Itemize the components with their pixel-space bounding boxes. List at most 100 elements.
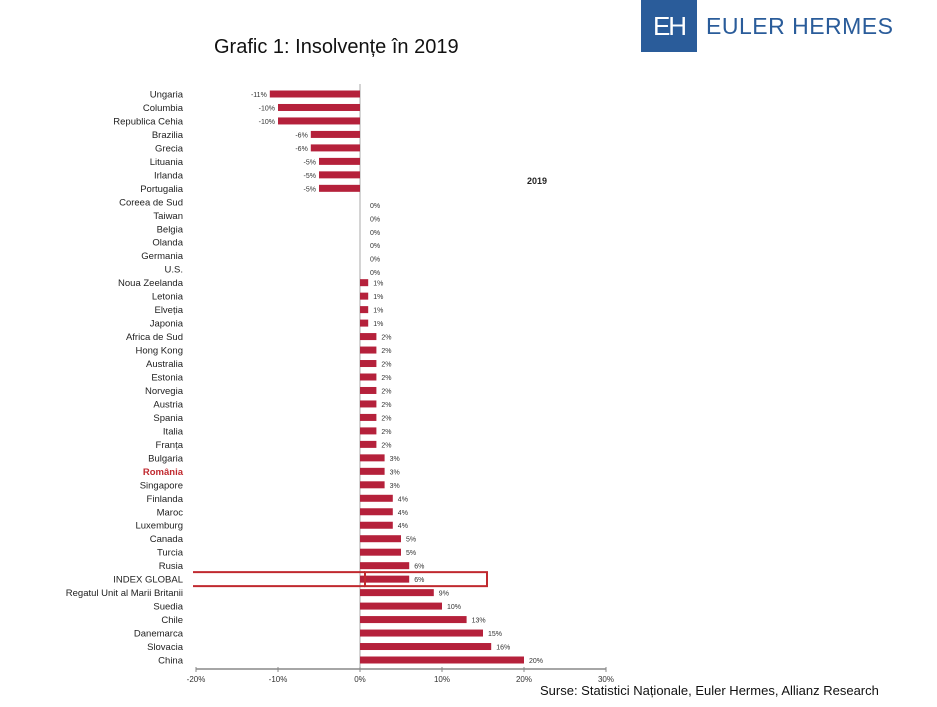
category-label: Turcia	[157, 548, 184, 559]
category-label: Rusia	[159, 561, 184, 572]
bar	[360, 602, 442, 610]
data-label: -6%	[295, 146, 307, 153]
bar	[319, 171, 360, 179]
category-label: Luxemburg	[135, 521, 183, 532]
data-label: 3%	[390, 456, 400, 463]
bar	[360, 548, 401, 556]
category-label: Estonia	[151, 373, 183, 384]
data-label: 6%	[414, 564, 424, 571]
category-label: Elveția	[154, 305, 183, 316]
data-label: 20%	[529, 658, 543, 665]
bar	[360, 373, 377, 381]
data-label: 2%	[381, 388, 391, 395]
bar	[319, 157, 360, 165]
data-label: -6%	[295, 132, 307, 139]
category-label: Ungaria	[150, 90, 184, 101]
x-tick-label: 10%	[434, 675, 450, 684]
bar	[360, 589, 434, 597]
category-label: Germania	[141, 251, 183, 262]
bar	[360, 427, 377, 435]
data-label: 2%	[381, 442, 391, 449]
category-label: China	[158, 656, 184, 667]
data-label: 2%	[381, 415, 391, 422]
category-label: INDEX GLOBAL	[113, 575, 183, 586]
data-label: 9%	[439, 591, 449, 598]
bar	[360, 562, 410, 570]
data-label: -10%	[259, 119, 275, 126]
x-tick-label: 30%	[598, 675, 614, 684]
data-label: 2%	[381, 402, 391, 409]
bar	[360, 319, 369, 327]
data-label: 2%	[381, 375, 391, 382]
bar	[360, 575, 410, 583]
category-label: Singapore	[140, 480, 183, 491]
bar	[360, 481, 385, 489]
data-label: -5%	[304, 186, 316, 193]
brand-name: EULER HERMES	[706, 13, 894, 39]
data-label: 0%	[370, 216, 380, 223]
category-label: Spania	[153, 413, 183, 424]
bar	[360, 346, 377, 354]
bar	[360, 360, 377, 368]
data-label: 13%	[472, 618, 486, 625]
bar	[360, 521, 393, 529]
bar	[278, 117, 360, 125]
data-label: 0%	[370, 230, 380, 237]
data-label: 1%	[373, 294, 383, 301]
euler-hermes-logo: EH	[641, 0, 697, 52]
bar	[360, 333, 377, 341]
data-label: 2%	[381, 348, 391, 355]
x-tick-label: 20%	[516, 675, 532, 684]
bar	[360, 454, 385, 462]
category-label: Suedia	[153, 602, 183, 613]
bar	[360, 535, 401, 543]
bar	[360, 494, 393, 502]
category-label: Coreea de Sud	[119, 197, 183, 208]
category-label: Irlanda	[154, 170, 184, 181]
category-label: Canada	[150, 534, 184, 545]
bar	[360, 440, 377, 448]
data-label: 1%	[373, 281, 383, 288]
data-label: 0%	[370, 203, 380, 210]
data-label: 2%	[381, 335, 391, 342]
category-label: Belgia	[157, 224, 184, 235]
data-label: -5%	[304, 159, 316, 166]
category-label: Letonia	[152, 292, 184, 303]
data-label: 6%	[414, 577, 424, 584]
legend-label: 2019	[527, 176, 547, 186]
data-label: 5%	[406, 537, 416, 544]
category-label: Italia	[163, 426, 184, 437]
category-label: Brazilia	[152, 130, 184, 141]
bar	[360, 386, 377, 394]
category-label: Australia	[146, 359, 184, 370]
source-note: Surse: Statistici Naționale, Euler Herme…	[540, 683, 879, 698]
bar	[360, 292, 369, 300]
data-label: 4%	[398, 496, 408, 503]
data-label: 0%	[370, 243, 380, 250]
category-label: Republica Cehia	[113, 116, 183, 127]
category-label: Regatul Unit al Marii Britanii	[66, 588, 183, 599]
bar	[269, 90, 360, 98]
data-label: -10%	[259, 105, 275, 112]
category-label: Japonia	[150, 319, 184, 330]
bar	[360, 413, 377, 421]
data-label: 1%	[373, 308, 383, 315]
data-label: 10%	[447, 604, 461, 611]
data-label: 1%	[373, 321, 383, 328]
category-label: Africa de Sud	[126, 332, 183, 343]
bar	[310, 130, 360, 138]
data-label: 3%	[390, 469, 400, 476]
category-label: Austria	[153, 399, 183, 410]
bar	[360, 508, 393, 516]
category-label: Slovacia	[147, 642, 184, 653]
category-label: Grecia	[155, 143, 184, 154]
x-tick-label: -10%	[269, 675, 288, 684]
bar	[278, 103, 360, 111]
bar	[360, 643, 492, 651]
category-label: Lituania	[150, 157, 184, 168]
bar	[310, 144, 360, 152]
category-label: Noua Zeelanda	[118, 278, 184, 289]
category-label: Portugalia	[140, 184, 183, 195]
data-label: 3%	[390, 483, 400, 490]
